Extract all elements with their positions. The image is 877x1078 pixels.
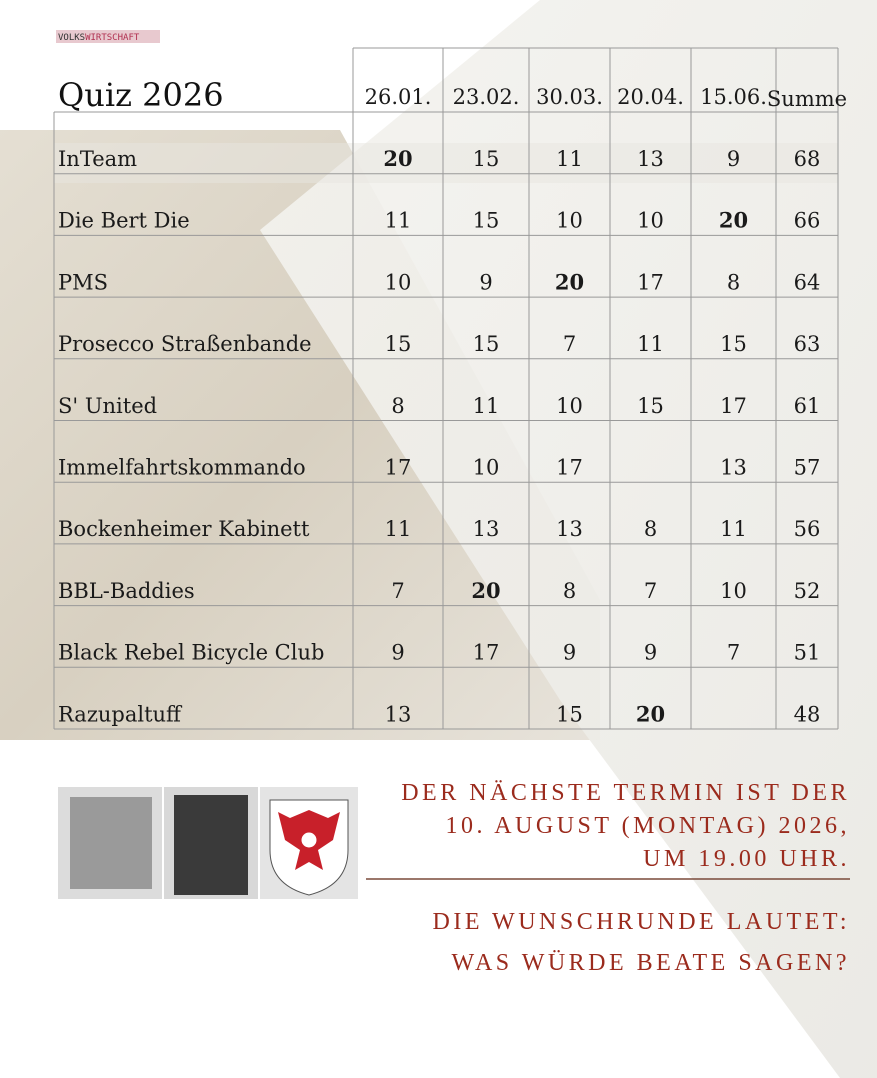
picture xyxy=(70,797,152,889)
column-header: 26.01. xyxy=(365,85,432,109)
score: 9 xyxy=(391,641,404,665)
score: 20 xyxy=(719,208,748,233)
team-name: BBL-Baddies xyxy=(58,579,195,603)
score: 15 xyxy=(473,332,500,356)
score: 15 xyxy=(637,394,664,418)
score: 11 xyxy=(720,517,747,541)
score: 20 xyxy=(636,701,665,726)
score: 15 xyxy=(385,332,412,356)
score: 9 xyxy=(563,641,576,665)
pictures xyxy=(58,787,358,899)
score: 15 xyxy=(720,332,747,356)
score: 52 xyxy=(794,579,821,603)
score: 8 xyxy=(727,270,740,294)
score: 11 xyxy=(473,394,500,418)
column-header: Summe xyxy=(767,87,847,111)
notice-line: DER NÄCHSTE TERMIN IST DER xyxy=(401,780,850,806)
score: 8 xyxy=(391,394,404,418)
score: 17 xyxy=(637,270,664,294)
picture xyxy=(174,795,248,895)
score: 10 xyxy=(637,209,664,233)
column-header: 15.06. xyxy=(700,85,767,109)
score: 7 xyxy=(391,579,404,603)
title: Quiz 2026 xyxy=(58,76,224,114)
score: 11 xyxy=(556,147,583,171)
logo-part: WIRTSCHAFT xyxy=(85,33,140,43)
team-name: Razupaltuff xyxy=(58,702,183,726)
team-name: Bockenheimer Kabinett xyxy=(58,517,310,541)
score: 20 xyxy=(471,578,500,603)
score: 15 xyxy=(473,147,500,171)
score: 66 xyxy=(794,209,821,233)
score: 8 xyxy=(644,517,657,541)
score: 7 xyxy=(727,641,740,665)
score: 10 xyxy=(385,270,412,294)
column-header: 20.04. xyxy=(617,85,684,109)
notice-line: UM 19.00 UHR. xyxy=(643,846,850,872)
team-name: InTeam xyxy=(58,147,137,171)
score: 17 xyxy=(473,641,500,665)
score: 11 xyxy=(637,332,664,356)
photo-backdrop xyxy=(0,130,600,740)
score: 61 xyxy=(794,394,821,418)
score: 63 xyxy=(794,332,821,356)
paper-fold xyxy=(260,0,877,1078)
notice-line: 10. AUGUST (MONTAG) 2026, xyxy=(446,813,850,839)
score: 13 xyxy=(637,147,664,171)
table: 26.01. 23.02. 30.03. 20.04. 15.06. Summe InTea… xyxy=(53,47,847,730)
team-name: Prosecco Straßenbande xyxy=(58,332,312,356)
score: 13 xyxy=(385,702,412,726)
score: 13 xyxy=(720,456,747,480)
score: 17 xyxy=(385,456,412,480)
score: 10 xyxy=(556,209,583,233)
score: 10 xyxy=(473,456,500,480)
logo: VOLKSWIRTSCHAFT xyxy=(58,33,140,43)
score: 10 xyxy=(720,579,747,603)
score: 9 xyxy=(479,270,492,294)
score: 9 xyxy=(644,641,657,665)
score: 8 xyxy=(563,579,576,603)
row-highlight xyxy=(54,143,838,183)
team-name: S' United xyxy=(58,394,157,418)
team-name: Die Bert Die xyxy=(58,209,190,233)
score: 56 xyxy=(794,517,821,541)
score: 17 xyxy=(720,394,747,418)
logo-part: VOLKS xyxy=(58,33,85,43)
score: 48 xyxy=(794,702,821,726)
score: 57 xyxy=(794,456,821,480)
notice-line: DIE WUNSCHRUNDE LAUTET: xyxy=(433,909,851,935)
logo-bg xyxy=(56,30,160,43)
score: 15 xyxy=(473,209,500,233)
score: 68 xyxy=(794,147,821,171)
score: 15 xyxy=(556,702,583,726)
team-name: PMS xyxy=(58,270,108,294)
notice: DER NÄCHSTE TERMIN IST DER 10. AUGUST (MO… xyxy=(401,780,851,976)
score: 20 xyxy=(555,269,584,294)
wheel xyxy=(300,831,318,849)
score: 13 xyxy=(556,517,583,541)
team-name: Immelfahrtskommando xyxy=(58,456,306,480)
score: 11 xyxy=(385,517,412,541)
team-name: Black Rebel Bicycle Club xyxy=(58,641,324,665)
score: 9 xyxy=(727,147,740,171)
column-header: 30.03. xyxy=(536,85,603,109)
score: 7 xyxy=(644,579,657,603)
score: 11 xyxy=(385,209,412,233)
score: 51 xyxy=(794,641,821,665)
score: 64 xyxy=(794,270,821,294)
score: 7 xyxy=(563,332,576,356)
score: 13 xyxy=(473,517,500,541)
score: 17 xyxy=(556,456,583,480)
column-header: 23.02. xyxy=(453,85,520,109)
notice-line: WAS WÜRDE BEATE SAGEN? xyxy=(451,950,850,976)
score: 20 xyxy=(383,146,412,171)
score: 10 xyxy=(556,394,583,418)
